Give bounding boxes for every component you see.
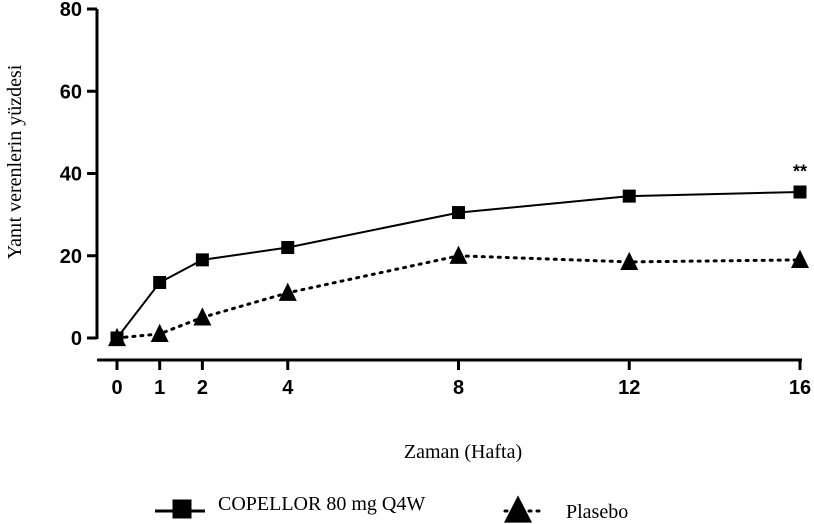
data-point xyxy=(793,185,807,199)
legend-marker xyxy=(172,499,192,519)
x-tick-label: 4 xyxy=(282,377,294,399)
data-point xyxy=(449,245,468,264)
data-point xyxy=(150,323,169,342)
y-tick-label: 40 xyxy=(60,164,82,186)
data-point xyxy=(108,327,126,347)
x-axis-label: Zaman (Hafta) xyxy=(404,441,522,463)
legend-label: COPELLOR 80 mg Q4W xyxy=(218,493,425,515)
data-point xyxy=(620,251,639,271)
data-point xyxy=(791,249,809,268)
y-tick-label: 20 xyxy=(60,246,82,268)
y-tick-label: 80 xyxy=(60,0,82,21)
series-copellor xyxy=(110,185,807,345)
x-tick-label: 1 xyxy=(154,377,165,399)
series xyxy=(108,185,809,347)
data-point xyxy=(278,282,297,301)
y-axis-label: Yanıt verenlerin yüzdesi xyxy=(4,64,26,259)
y-tick-label: 60 xyxy=(60,81,82,103)
data-point xyxy=(153,275,167,289)
legend-marker xyxy=(504,495,532,523)
data-point xyxy=(193,307,212,326)
data-point xyxy=(195,253,209,267)
axes xyxy=(95,9,802,362)
annotations: ** xyxy=(793,161,807,181)
series-plasebo xyxy=(108,245,809,347)
x-tick-label: 2 xyxy=(197,377,208,399)
x-tick-label: 8 xyxy=(453,377,464,399)
legend-label: Plasebo xyxy=(566,501,628,523)
y-tick-label: 0 xyxy=(71,328,82,350)
x-tick-label: 12 xyxy=(618,377,640,399)
x-tick-label: 16 xyxy=(789,377,811,399)
x-tick-label: 0 xyxy=(111,377,122,399)
series-line xyxy=(115,254,802,340)
significance-annotation: ** xyxy=(793,161,807,181)
legend-item: Plasebo xyxy=(503,495,628,523)
data-point xyxy=(622,189,636,203)
legend: COPELLOR 80 mg Q4W Plasebo xyxy=(155,493,628,523)
data-point xyxy=(452,206,465,220)
data-point xyxy=(281,241,295,255)
legend-item: COPELLOR 80 mg Q4W xyxy=(155,493,425,519)
